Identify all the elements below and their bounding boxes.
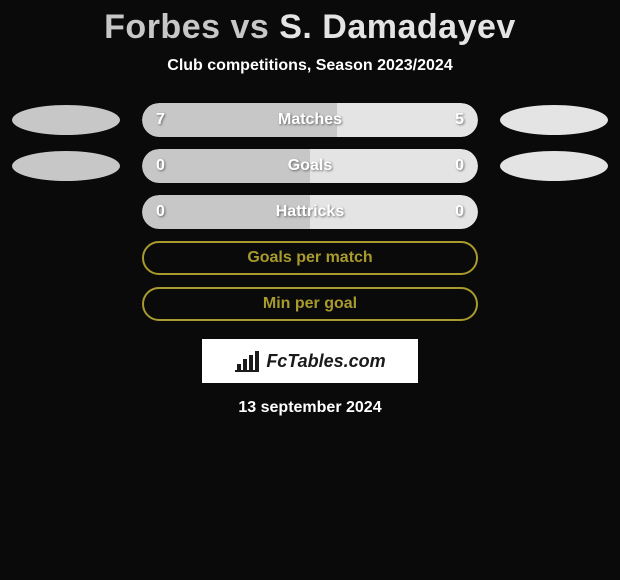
date-label: 13 september 2024: [238, 399, 381, 417]
stat-value-player2: 0: [455, 203, 464, 221]
bar-fill-player2: [310, 149, 478, 183]
oval-spacer: [500, 197, 608, 227]
stat-value-player1: 7: [156, 111, 165, 129]
title-player1: Forbes: [104, 8, 220, 46]
logo-box[interactable]: FcTables.com: [202, 339, 418, 383]
subtitle: Club competitions, Season 2023/2024: [167, 57, 452, 75]
stat-rows: 7 Matches 5 0 Goals 0 0 Hattricks 0 Goals per mat…: [12, 103, 608, 333]
stat-bar: 0 Goals 0: [142, 149, 478, 183]
player2-oval: [500, 105, 608, 135]
player2-oval: [500, 151, 608, 181]
oval-spacer: [12, 197, 120, 227]
stat-row: Min per goal: [12, 287, 608, 321]
stat-bar-empty: Goals per match: [142, 241, 478, 275]
chart-bars-icon: [234, 350, 260, 372]
bar-fill-player1: [142, 149, 310, 183]
stat-value-player1: 0: [156, 157, 165, 175]
stat-label: Goals per match: [247, 249, 372, 267]
stat-value-player2: 0: [455, 157, 464, 175]
player1-oval: [12, 105, 120, 135]
stat-row: Goals per match: [12, 241, 608, 275]
page-title: Forbes vs S. Damadayev: [104, 8, 516, 47]
stat-bar: 0 Hattricks 0: [142, 195, 478, 229]
stat-label: Min per goal: [263, 295, 357, 313]
player1-oval: [12, 151, 120, 181]
stat-row: 7 Matches 5: [12, 103, 608, 137]
stat-value-player2: 5: [455, 111, 464, 129]
stat-label: Matches: [278, 111, 342, 129]
oval-spacer: [500, 243, 608, 273]
oval-spacer: [12, 289, 120, 319]
title-vs: vs: [221, 8, 280, 46]
title-player2: S. Damadayev: [279, 8, 516, 46]
stat-value-player1: 0: [156, 203, 165, 221]
stat-row: 0 Goals 0: [12, 149, 608, 183]
stat-row: 0 Hattricks 0: [12, 195, 608, 229]
comparison-card: Forbes vs S. Damadayev Club competitions…: [0, 0, 620, 417]
stat-label: Goals: [288, 157, 332, 175]
stat-bar-empty: Min per goal: [142, 287, 478, 321]
stat-label: Hattricks: [276, 203, 344, 221]
oval-spacer: [12, 243, 120, 273]
stat-bar: 7 Matches 5: [142, 103, 478, 137]
logo-text: FcTables.com: [266, 351, 385, 372]
oval-spacer: [500, 289, 608, 319]
